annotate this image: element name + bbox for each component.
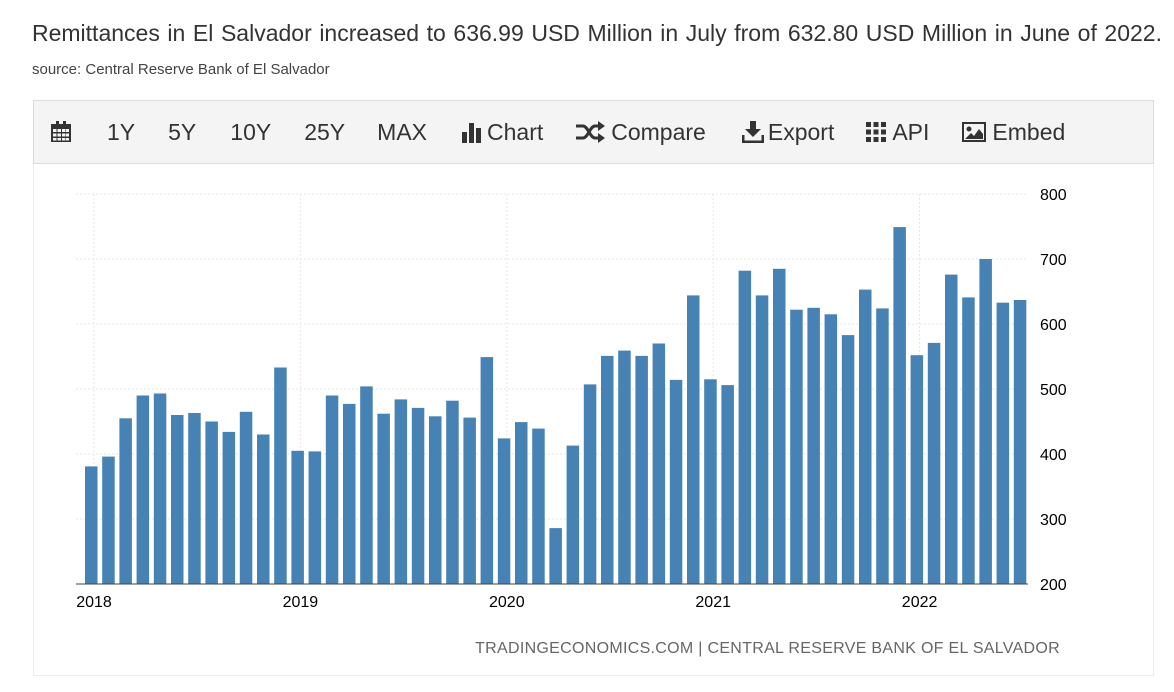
- bar-2021-10: [859, 289, 872, 584]
- bar-2020-08: [618, 350, 631, 584]
- embed-button[interactable]: Embed: [962, 119, 1065, 146]
- bar-2020-01: [497, 438, 511, 584]
- bar-2018-03: [119, 418, 132, 585]
- bar-2021-09: [841, 335, 855, 584]
- range-10y-button[interactable]: 10Y: [230, 118, 272, 145]
- compare-button[interactable]: Compare: [575, 119, 706, 146]
- bar-2020-09: [635, 355, 648, 584]
- bar-2018-04: [136, 395, 150, 584]
- bar-2019-01: [291, 450, 304, 585]
- bar-2018-11: [257, 434, 270, 584]
- bar-2020-04: [549, 528, 562, 584]
- bar-2020-03: [532, 428, 545, 584]
- bar-2022-03: [945, 274, 958, 584]
- api-button[interactable]: API: [866, 119, 929, 146]
- bar-2021-07: [807, 307, 820, 585]
- bar-2021-05: [773, 268, 786, 585]
- y-tick-label: 700: [1040, 252, 1067, 269]
- bar-2019-03: [325, 395, 339, 584]
- bar-2018-12: [274, 367, 287, 584]
- image-icon: [962, 122, 987, 142]
- bar-2022-05: [979, 259, 992, 584]
- y-tick-label: 500: [1040, 382, 1067, 399]
- bar-2019-12: [480, 357, 494, 584]
- bar-2019-06: [377, 413, 390, 584]
- bar-2021-11: [876, 308, 889, 584]
- shuffle-icon: [576, 121, 606, 143]
- bar-2021-04: [755, 295, 769, 584]
- x-tick-label: 2022: [902, 594, 938, 611]
- bar-2020-10: [652, 343, 666, 584]
- bar-2020-07: [601, 355, 614, 584]
- bar-2022-04: [962, 297, 975, 584]
- headline-text: Remittances in El Salvador increased to …: [32, 20, 1162, 46]
- bar-2020-12: [687, 295, 700, 584]
- bar-2022-07: [1013, 300, 1027, 584]
- bar-2021-01: [704, 379, 717, 585]
- chart-toolbar: 1Y 5Y 10Y 25Y MAX Chart Compare Export: [33, 100, 1154, 164]
- bar-2018-08: [205, 421, 218, 584]
- bar-2019-04: [343, 403, 356, 584]
- bar-2020-05: [566, 445, 580, 584]
- x-tick-label: 2021: [695, 594, 731, 611]
- chart-button-label: Chart: [487, 118, 544, 145]
- bar-2019-09: [429, 416, 442, 584]
- bar-2018-10: [239, 411, 253, 585]
- range-max-button[interactable]: MAX: [377, 118, 427, 145]
- bar-2018-07: [188, 413, 201, 584]
- source-credit: TRADINGECONOMICS.COM | CENTRAL RESERVE B…: [475, 640, 1060, 657]
- bar-2021-12: [893, 227, 906, 584]
- y-tick-label: 400: [1040, 447, 1067, 464]
- bar-2021-06: [790, 309, 803, 584]
- x-tick-label: 2020: [489, 594, 525, 611]
- compare-button-label: Compare: [611, 118, 706, 145]
- bar-2021-02: [721, 385, 734, 584]
- api-button-label: API: [892, 118, 930, 145]
- chart-frame: [33, 164, 1154, 676]
- bar-2022-02: [927, 342, 941, 584]
- bar-2018-02: [102, 456, 115, 584]
- bar-2022-06: [996, 302, 1010, 584]
- download-icon: [741, 121, 764, 143]
- bar-2020-06: [583, 384, 597, 584]
- y-tick-label: 600: [1040, 317, 1067, 334]
- bar-2019-02: [308, 451, 322, 584]
- embed-button-label: Embed: [992, 118, 1066, 145]
- export-button[interactable]: Export: [741, 118, 835, 146]
- x-tick-label: 2019: [283, 594, 319, 611]
- range-25y-button[interactable]: 25Y: [304, 118, 346, 145]
- bar-2019-08: [411, 407, 425, 584]
- bar-2019-05: [360, 386, 373, 584]
- headline: Remittances in El Salvador increased to …: [32, 17, 1162, 86]
- bar-2020-11: [669, 379, 683, 584]
- bar-series: [85, 227, 1027, 585]
- bar-2018-06: [171, 415, 184, 584]
- y-tick-label: 200: [1040, 577, 1067, 594]
- calendar-button[interactable]: [50, 121, 72, 143]
- range-1y-button[interactable]: 1Y: [107, 118, 136, 145]
- chart-button[interactable]: Chart: [461, 119, 543, 146]
- y-tick-label: 800: [1040, 187, 1067, 204]
- bar-2019-10: [446, 400, 459, 584]
- grid-icon: [866, 122, 887, 142]
- range-5y-button[interactable]: 5Y: [168, 118, 197, 145]
- bar-2019-11: [463, 417, 476, 584]
- headline-source: source: Central Reserve Bank of El Salva…: [32, 61, 330, 78]
- y-tick-label: 300: [1040, 512, 1067, 529]
- bar-2018-01: [85, 466, 98, 584]
- bar-2018-09: [222, 431, 236, 584]
- bar-chart-icon: [462, 123, 481, 143]
- export-button-label: Export: [767, 118, 835, 145]
- calendar-icon: [51, 121, 71, 142]
- bar-2022-01: [910, 355, 924, 584]
- bar-2018-05: [153, 393, 167, 584]
- bar-2021-08: [824, 314, 838, 585]
- x-tick-label: 2018: [76, 594, 112, 611]
- y-tick-labels: 200 300 400 500 600 700 800: [1040, 187, 1067, 594]
- bar-2019-07: [394, 399, 408, 584]
- bar-2021-03: [738, 270, 752, 584]
- x-tick-labels: 2018 2019 2020 2021 2022: [76, 594, 937, 611]
- bar-2020-02: [515, 422, 528, 584]
